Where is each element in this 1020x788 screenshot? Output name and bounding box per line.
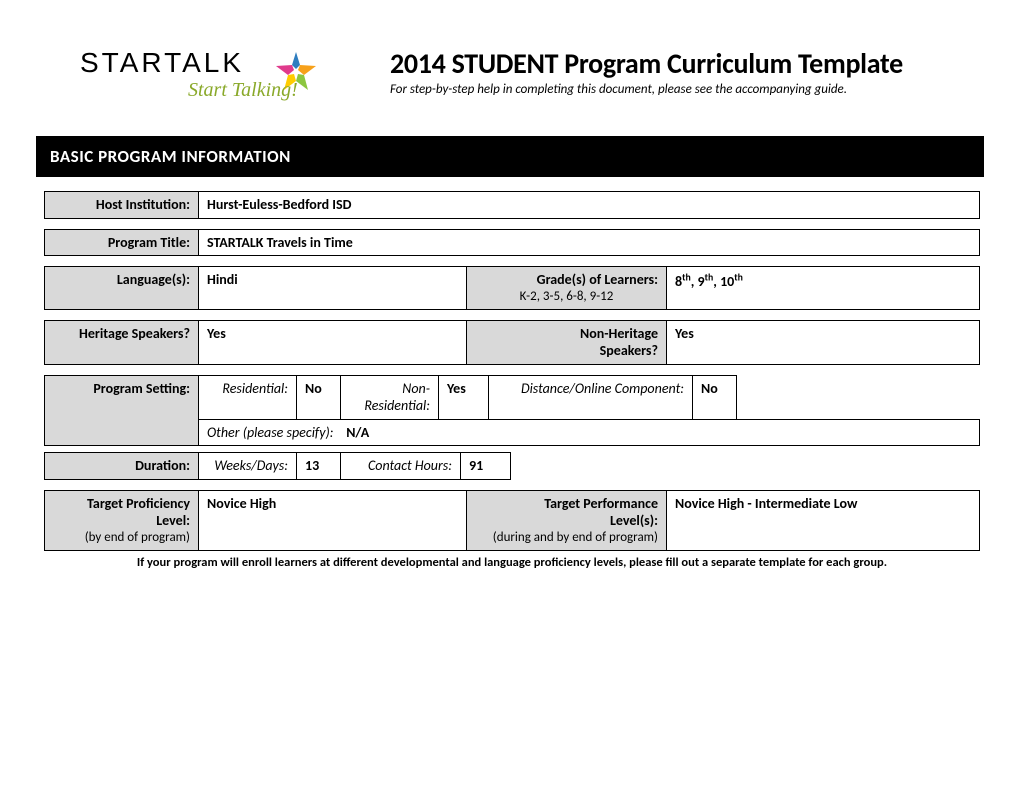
value-other: N/A <box>346 424 369 441</box>
label-other: Other (please specify): <box>207 424 334 441</box>
label-languages: Language(s): <box>45 267 199 310</box>
proficiency-label-text: Target ProficiencyLevel: <box>53 495 190 530</box>
startalk-logo-icon: STARTALK Start Talking! <box>80 44 340 116</box>
program-title-text: STARTALK Travels in Time <box>207 234 353 251</box>
row-heritage: Heritage Speakers? Yes Non-HeritageSpeak… <box>44 320 980 365</box>
host-institution-text: Hurst-Euless-Bedford ISD <box>207 196 351 213</box>
nonheritage-text: Yes <box>675 325 694 342</box>
performance-sub-text: (during and by end of program) <box>475 530 658 546</box>
value-performance: Novice High - Intermediate Low <box>667 490 980 550</box>
svg-text:Start Talking!: Start Talking! <box>188 79 298 101</box>
contact-text: 91 <box>469 457 483 474</box>
row-duration: Duration: Weeks/Days: 13 Contact Hours: … <box>44 452 980 480</box>
row-program-setting: Program Setting: Residential: No Non-Res… <box>44 375 980 447</box>
heritage-text: Yes <box>207 325 226 342</box>
spacer-cell-2 <box>511 453 981 480</box>
label-contact-hours: Contact Hours: <box>341 453 461 480</box>
value-weeks: 13 <box>297 453 341 480</box>
page-subtitle: For step-by-step help in completing this… <box>390 82 980 97</box>
label-nonresidential: Non-Residential: <box>341 375 439 419</box>
value-nonheritage: Yes <box>667 320 980 364</box>
proficiency-text: Novice High <box>207 495 276 512</box>
languages-text: Hindi <box>207 271 238 288</box>
value-languages: Hindi <box>199 267 467 310</box>
label-performance: Target PerformanceLevel(s): (during and … <box>467 490 667 550</box>
value-heritage: Yes <box>199 320 467 364</box>
grades-text: 8th, 9th, 10th <box>675 273 743 290</box>
grades-label-text: Grade(s) of Learners: <box>475 271 658 289</box>
section-header: BASIC PROGRAM INFORMATION <box>36 136 984 177</box>
performance-label-text: Target PerformanceLevel(s): <box>475 495 658 530</box>
value-nonresidential: Yes <box>439 375 489 419</box>
header: STARTALK Start Talking! 2014 STUDENT Pro… <box>80 40 980 116</box>
nonheritage-label-text: Non-HeritageSpeakers? <box>475 325 658 360</box>
distance-text: No <box>701 380 718 397</box>
label-program-title: Program Title: <box>45 229 199 256</box>
label-setting: Program Setting: <box>45 375 199 446</box>
value-host-institution: Hurst-Euless-Bedford ISD <box>199 192 980 219</box>
page-title: 2014 STUDENT Program Curriculum Template <box>390 46 980 81</box>
grades-sublabel-text: K-2, 3-5, 6-8, 9-12 <box>475 289 658 305</box>
title-block: 2014 STUDENT Program Curriculum Template… <box>390 40 980 97</box>
nonresidential-text: Yes <box>447 380 466 397</box>
proficiency-sub-text: (by end of program) <box>53 530 190 546</box>
form-area: Host Institution: Hurst-Euless-Bedford I… <box>44 191 980 570</box>
row-other-setting: Other (please specify): N/A <box>199 419 980 446</box>
label-distance: Distance/Online Component: <box>489 375 693 419</box>
row-languages-grades: Language(s): Hindi Grade(s) of Learners:… <box>44 266 980 310</box>
label-heritage: Heritage Speakers? <box>45 320 199 364</box>
residential-text: No <box>305 380 322 397</box>
value-proficiency: Novice High <box>199 490 467 550</box>
row-program-title: Program Title: STARTALK Travels in Time <box>44 229 980 257</box>
spacer-cell <box>737 375 980 419</box>
logo: STARTALK Start Talking! <box>80 40 360 116</box>
footer-note: If your program will enroll learners at … <box>44 555 980 570</box>
label-nonheritage: Non-HeritageSpeakers? <box>467 320 667 364</box>
svg-text:STARTALK: STARTALK <box>80 47 244 78</box>
label-proficiency: Target ProficiencyLevel: (by end of prog… <box>45 490 199 550</box>
value-program-title: STARTALK Travels in Time <box>199 229 980 256</box>
row-host-institution: Host Institution: Hurst-Euless-Bedford I… <box>44 191 980 219</box>
row-proficiency-performance: Target ProficiencyLevel: (by end of prog… <box>44 490 980 551</box>
page: STARTALK Start Talking! 2014 STUDENT Pro… <box>0 0 1020 788</box>
label-duration: Duration: <box>45 453 199 480</box>
value-residential: No <box>297 375 341 419</box>
weeks-text: 13 <box>305 457 319 474</box>
performance-text: Novice High - Intermediate Low <box>675 495 857 512</box>
value-grades: 8th, 9th, 10th <box>667 267 980 310</box>
value-distance: No <box>693 375 737 419</box>
value-contact-hours: 91 <box>461 453 511 480</box>
label-residential: Residential: <box>199 375 297 419</box>
label-host-institution: Host Institution: <box>45 192 199 219</box>
label-grades: Grade(s) of Learners: K-2, 3-5, 6-8, 9-1… <box>467 267 667 310</box>
label-weeks: Weeks/Days: <box>199 453 297 480</box>
